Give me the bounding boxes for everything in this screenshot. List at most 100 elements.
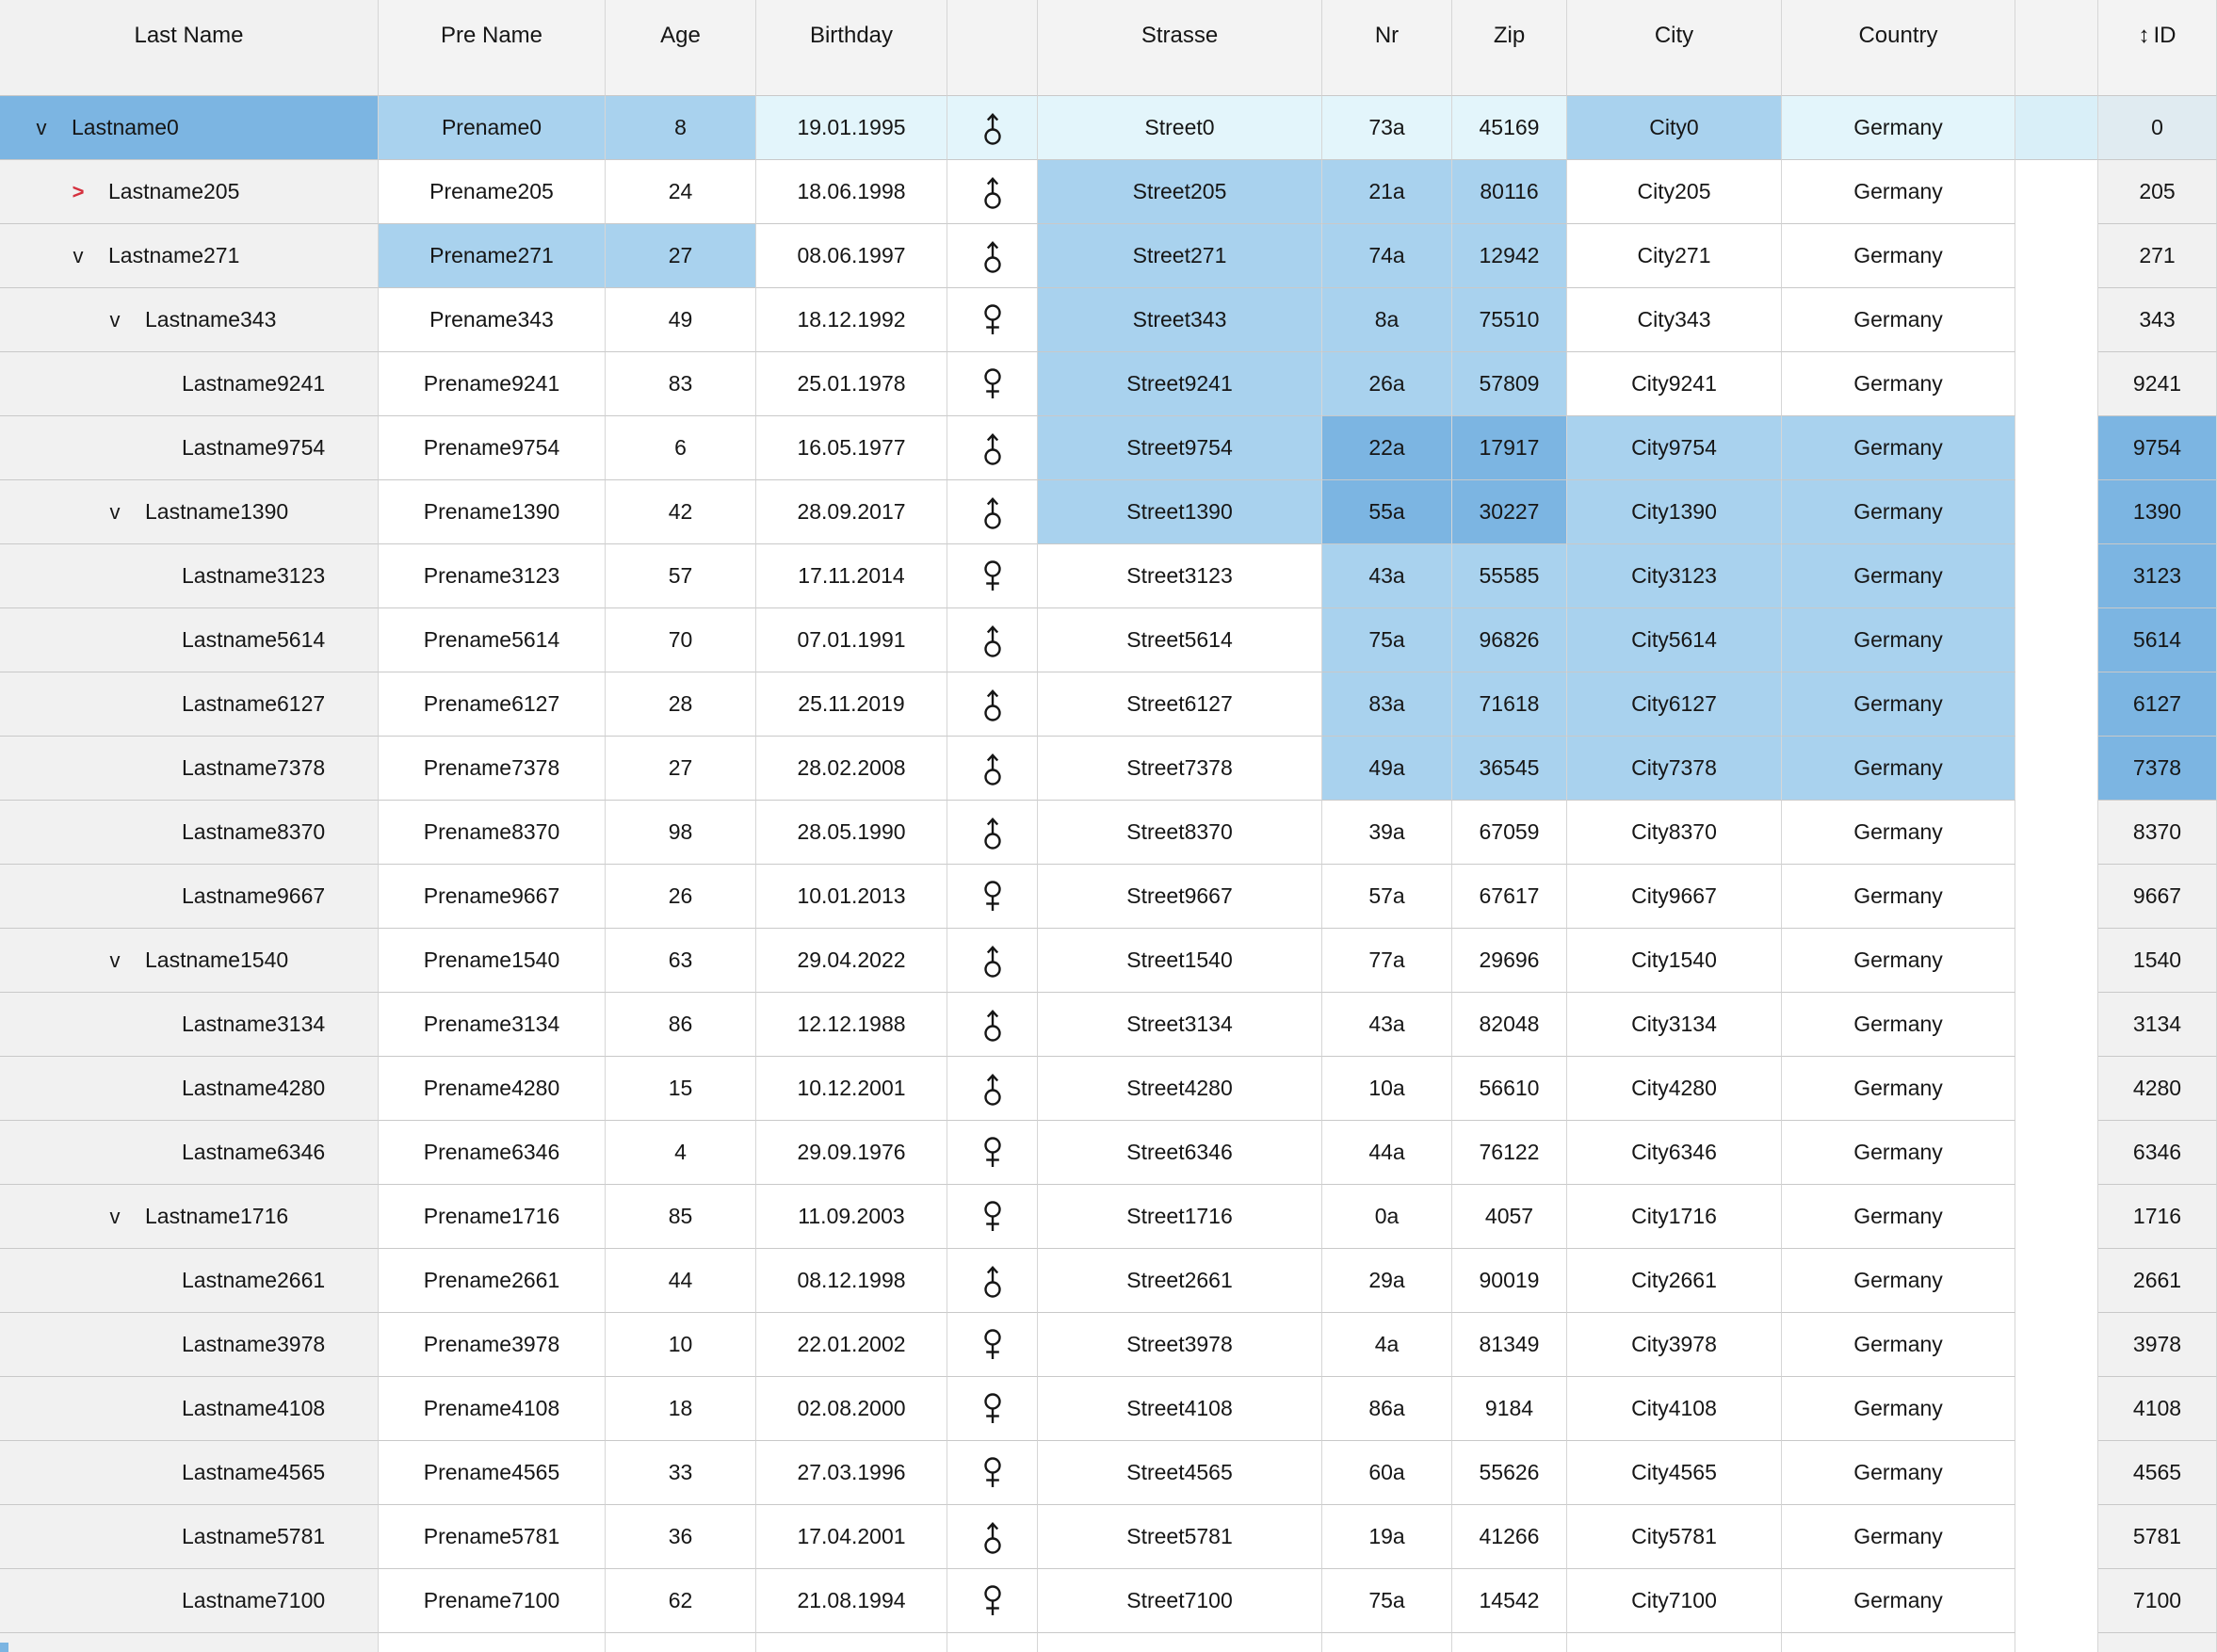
- age-cell[interactable]: 8: [606, 96, 756, 160]
- last-name-cell[interactable]: Lastname5614: [0, 608, 379, 672]
- country-cell[interactable]: Germany: [1782, 929, 2015, 993]
- id-cell[interactable]: 9667: [2098, 865, 2217, 929]
- country-cell[interactable]: Germany: [1782, 1185, 2015, 1249]
- nr-cell[interactable]: 44a: [1322, 1121, 1452, 1185]
- pre-name-cell[interactable]: Prename9667: [379, 865, 606, 929]
- male-icon[interactable]: [947, 160, 1038, 224]
- id-cell[interactable]: 3978: [2098, 1313, 2217, 1377]
- birthday-cell[interactable]: 18.06.1998: [756, 160, 947, 224]
- female-icon[interactable]: [947, 288, 1038, 352]
- table-row[interactable]: Lastname4108 Prename4108 18 02.08.2000 Stree…: [0, 1377, 2217, 1441]
- birthday-cell[interactable]: 16.05.1977: [756, 416, 947, 480]
- birthday-cell[interactable]: 28.09.2017: [756, 480, 947, 544]
- id-cell[interactable]: 2661: [2098, 1249, 2217, 1313]
- pre-name-cell[interactable]: Prename7378: [379, 737, 606, 801]
- table-row[interactable]: Lastname7378 Prename7378 27 28.02.2008 Stree…: [0, 737, 2217, 801]
- column-header-country[interactable]: Country: [1782, 0, 2015, 96]
- country-cell[interactable]: Germany: [1782, 801, 2015, 865]
- birthday-cell[interactable]: 29.09.1976: [756, 1121, 947, 1185]
- last-name-cell[interactable]: v Lastname343: [0, 288, 379, 352]
- column-header-last_name[interactable]: Last Name: [0, 0, 379, 96]
- male-icon[interactable]: [947, 672, 1038, 737]
- collapse-arrow-icon[interactable]: v: [73, 243, 84, 267]
- pre-name-cell[interactable]: Prename8370: [379, 801, 606, 865]
- table-row[interactable]: v Lastname1390 Prename1390 42 28.09.2017 Stre…: [0, 480, 2217, 544]
- zip-cell[interactable]: 36545: [1452, 737, 1567, 801]
- zip-cell[interactable]: 76122: [1452, 1121, 1567, 1185]
- age-cell[interactable]: 44: [606, 1249, 756, 1313]
- birthday-cell[interactable]: 22.01.2002: [756, 1313, 947, 1377]
- id-cell[interactable]: 3134: [2098, 993, 2217, 1057]
- id-cell[interactable]: 9754: [2098, 416, 2217, 480]
- last-name-cell[interactable]: Lastname4565: [0, 1441, 379, 1505]
- pre-name-cell[interactable]: Prename271: [379, 224, 606, 288]
- sort-icon[interactable]: ↕: [2138, 23, 2150, 48]
- birthday-cell[interactable]: 17.04.2001: [756, 1505, 947, 1569]
- zip-cell[interactable]: 71618: [1452, 672, 1567, 737]
- age-cell[interactable]: 33: [606, 1441, 756, 1505]
- nr-cell[interactable]: 26a: [1322, 352, 1452, 416]
- strasse-cell[interactable]: Street6127: [1038, 672, 1322, 737]
- last-name-cell[interactable]: Lastname6346: [0, 1121, 379, 1185]
- collapse-arrow-icon[interactable]: v: [36, 115, 47, 139]
- column-header-pre_name[interactable]: Pre Name: [379, 0, 606, 96]
- nr-cell[interactable]: 19a: [1322, 1505, 1452, 1569]
- pre-name-cell[interactable]: Prename3134: [379, 993, 606, 1057]
- strasse-cell[interactable]: Street3123: [1038, 544, 1322, 608]
- male-icon[interactable]: [947, 224, 1038, 288]
- birthday-cell[interactable]: 02.08.2000: [756, 1377, 947, 1441]
- zip-cell[interactable]: 41266: [1452, 1505, 1567, 1569]
- strasse-cell[interactable]: Street3978: [1038, 1313, 1322, 1377]
- city-cell[interactable]: City1390: [1567, 480, 1782, 544]
- pre-name-cell[interactable]: Prename9241: [379, 352, 606, 416]
- strasse-cell[interactable]: Street9241: [1038, 352, 1322, 416]
- table-row[interactable]: Lastname9754 Prename9754 6 16.05.1977 Street…: [0, 416, 2217, 480]
- city-cell[interactable]: City9241: [1567, 352, 1782, 416]
- id-cell[interactable]: 7100: [2098, 1569, 2217, 1633]
- table-row[interactable]: Lastname6346 Prename6346 4 29.09.1976 Street…: [0, 1121, 2217, 1185]
- table-row[interactable]: Lastname4565 Prename4565 33 27.03.1996 Stree…: [0, 1441, 2217, 1505]
- pre-name-cell[interactable]: Prename0: [379, 96, 606, 160]
- column-header-city[interactable]: City: [1567, 0, 1782, 96]
- last-name-cell[interactable]: > Lastname205: [0, 160, 379, 224]
- birthday-cell[interactable]: 07.01.1991: [756, 608, 947, 672]
- strasse-cell[interactable]: Street9667: [1038, 865, 1322, 929]
- age-cell[interactable]: 57: [606, 544, 756, 608]
- pre-name-cell[interactable]: Prename4280: [379, 1057, 606, 1121]
- nr-cell[interactable]: 55a: [1322, 480, 1452, 544]
- strasse-cell[interactable]: Street7100: [1038, 1569, 1322, 1633]
- nr-cell[interactable]: 75a: [1322, 1569, 1452, 1633]
- id-cell[interactable]: 1390: [2098, 480, 2217, 544]
- country-cell[interactable]: Germany: [1782, 1121, 2015, 1185]
- male-icon[interactable]: [947, 416, 1038, 480]
- id-cell[interactable]: 6346: [2098, 1121, 2217, 1185]
- pre-name-cell[interactable]: Prename1716: [379, 1185, 606, 1249]
- table-row[interactable]: Lastname3978 Prename3978 10 22.01.2002 Stree…: [0, 1313, 2217, 1377]
- birthday-cell[interactable]: 25.01.1978: [756, 352, 947, 416]
- female-icon[interactable]: [947, 1377, 1038, 1441]
- country-cell[interactable]: Germany: [1782, 1569, 2015, 1633]
- zip-cell[interactable]: 81349: [1452, 1313, 1567, 1377]
- strasse-cell[interactable]: Street9754: [1038, 416, 1322, 480]
- city-cell[interactable]: City5781: [1567, 1505, 1782, 1569]
- city-cell[interactable]: City3123: [1567, 544, 1782, 608]
- age-cell[interactable]: 70: [606, 608, 756, 672]
- table-row[interactable]: Lastname8370 Prename8370 98 28.05.1990 Stree…: [0, 801, 2217, 865]
- city-cell[interactable]: City9667: [1567, 865, 1782, 929]
- collapse-arrow-icon[interactable]: v: [109, 499, 121, 524]
- strasse-cell[interactable]: Street4280: [1038, 1057, 1322, 1121]
- country-cell[interactable]: Germany: [1782, 1249, 2015, 1313]
- pre-name-cell[interactable]: Prename343: [379, 288, 606, 352]
- country-cell[interactable]: Germany: [1782, 1057, 2015, 1121]
- city-cell[interactable]: City4280: [1567, 1057, 1782, 1121]
- birthday-cell[interactable]: 10.12.2001: [756, 1057, 947, 1121]
- strasse-cell[interactable]: Street343: [1038, 288, 1322, 352]
- nr-cell[interactable]: 74a: [1322, 224, 1452, 288]
- age-cell[interactable]: 6: [606, 416, 756, 480]
- nr-cell[interactable]: 8a: [1322, 288, 1452, 352]
- nr-cell[interactable]: 73a: [1322, 96, 1452, 160]
- table-row[interactable]: Lastname4280 Prename4280 15 10.12.2001 Stree…: [0, 1057, 2217, 1121]
- last-name-cell[interactable]: Lastname5781: [0, 1505, 379, 1569]
- table-row[interactable]: > Lastname205 Prename205 24 18.06.1998 Street…: [0, 160, 2217, 224]
- city-cell[interactable]: City1716: [1567, 1185, 1782, 1249]
